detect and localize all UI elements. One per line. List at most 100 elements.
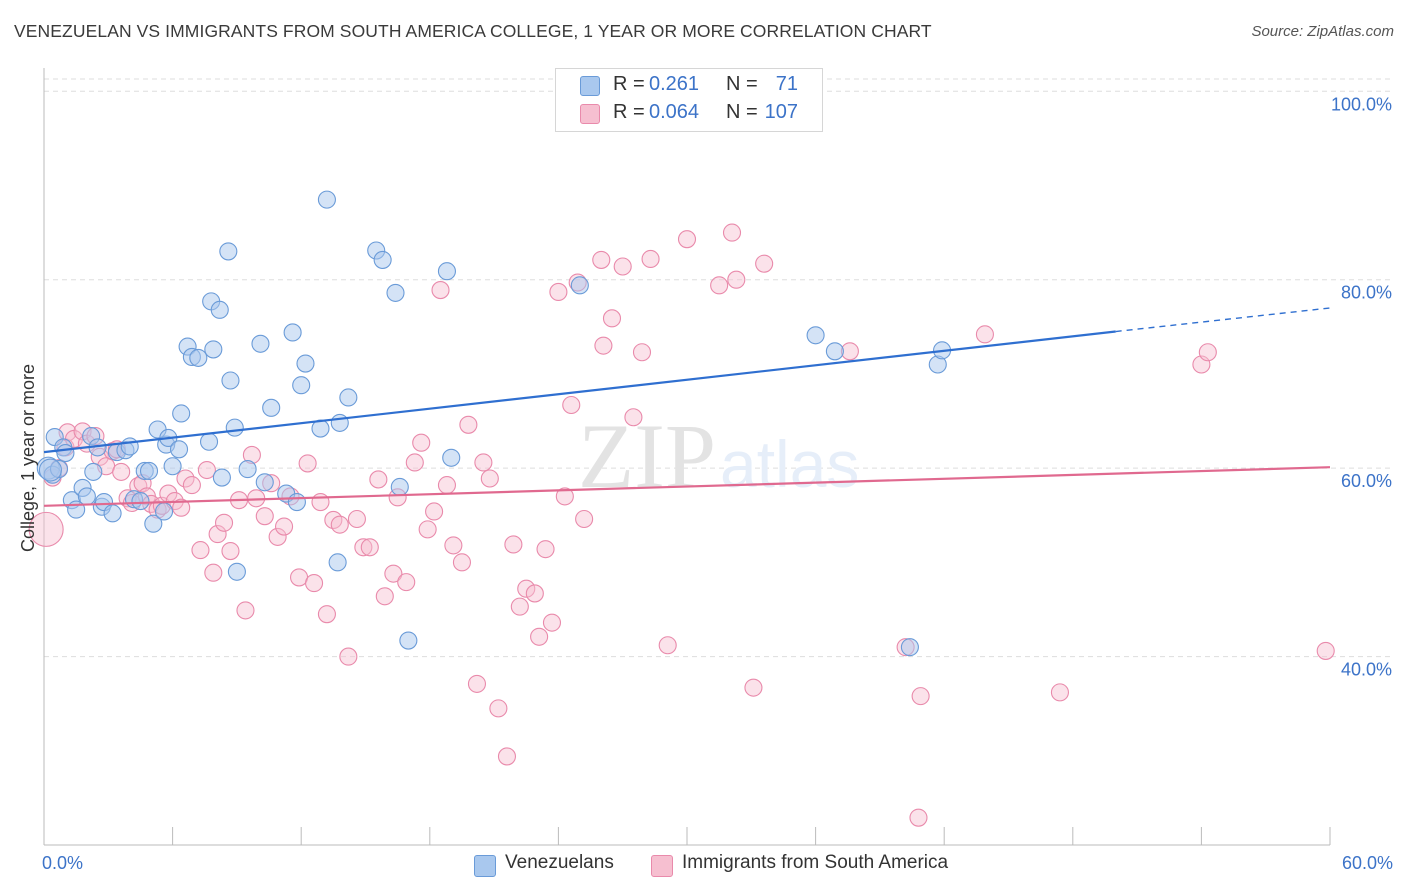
data-point-venezuelans [262, 398, 281, 417]
data-point-immigrants [172, 498, 191, 517]
data-point-immigrants [549, 282, 568, 301]
data-point-venezuelans [139, 461, 159, 481]
data-point-venezuelans [399, 631, 418, 650]
data-point-venezuelans [900, 638, 919, 657]
x-tick-label: 60.0% [1342, 853, 1393, 873]
data-point-immigrants [489, 699, 508, 718]
data-point-venezuelans [227, 562, 246, 581]
data-point-venezuelans [373, 250, 392, 269]
data-point-immigrants [1198, 343, 1217, 362]
data-point-immigrants [459, 415, 478, 434]
data-point-venezuelans [56, 444, 75, 463]
data-point-immigrants [275, 517, 294, 536]
data-point-immigrants [474, 453, 493, 472]
data-point-immigrants [677, 230, 697, 249]
data-point-immigrants [722, 223, 742, 242]
data-point-immigrants [375, 587, 394, 606]
legend-n-value: 107 [764, 101, 798, 123]
correlation-legend: R = 0.261 N = 71 R = 0.064 N = 107 [555, 68, 823, 132]
data-point-immigrants [191, 541, 210, 560]
data-point-venezuelans [292, 376, 311, 395]
data-point-immigrants [467, 674, 487, 693]
data-point-immigrants [632, 343, 652, 362]
trendline-venezuelans [43, 330, 1116, 454]
data-point-venezuelans [330, 413, 349, 432]
data-point-venezuelans [144, 514, 163, 533]
legend-n-value: 71 [775, 73, 798, 95]
data-point-immigrants [562, 395, 581, 415]
y-tick-label: 100.0% [1331, 94, 1392, 114]
legend-n-label: N = [726, 73, 758, 95]
data-point-venezuelans [339, 388, 358, 407]
data-point-venezuelans [437, 262, 456, 281]
data-point-venezuelans [77, 487, 96, 506]
data-point-immigrants [112, 462, 131, 481]
data-point-venezuelans [825, 342, 844, 361]
data-point-immigrants [176, 469, 195, 488]
legend-n-label: N = [726, 101, 758, 123]
legend-row-venezuelans: R = 0.261 N = 71 [556, 73, 822, 99]
trendline-immigrants [43, 466, 1331, 507]
legend-swatch-blue [580, 76, 600, 96]
data-point-immigrants [354, 538, 373, 557]
data-point-immigrants [1316, 641, 1335, 660]
data-point-immigrants [1050, 683, 1069, 702]
data-point-venezuelans [287, 493, 306, 512]
data-point-venezuelans [120, 437, 139, 456]
legend-row-immigrants: R = 0.064 N = 107 [556, 101, 822, 127]
data-point-immigrants [384, 564, 403, 583]
data-point-venezuelans [210, 300, 229, 319]
data-point-immigrants [497, 747, 517, 766]
data-point-venezuelans [169, 440, 189, 459]
x-tick-label: 0.0% [42, 853, 83, 873]
data-point-venezuelans [328, 553, 347, 572]
data-point-immigrants [412, 433, 431, 452]
data-point-venezuelans [386, 283, 405, 302]
data-point-venezuelans [163, 457, 182, 476]
data-point-venezuelans [806, 326, 825, 345]
data-point-venezuelans [221, 371, 240, 390]
data-point-immigrants [330, 515, 349, 534]
data-point-immigrants [311, 493, 330, 512]
data-point-immigrants [727, 270, 746, 289]
data-point-immigrants [197, 460, 216, 480]
data-point-immigrants [221, 541, 240, 561]
data-point-immigrants [255, 507, 274, 526]
data-point-immigrants [425, 502, 444, 521]
data-point-venezuelans [38, 458, 62, 482]
data-point-immigrants [204, 563, 223, 582]
data-point-immigrants [555, 487, 574, 506]
data-point-immigrants [510, 597, 529, 616]
legend-r-value: 0.261 [649, 73, 700, 95]
data-point-immigrants [744, 678, 763, 697]
watermark-zip: ZIP [578, 405, 716, 507]
data-point-venezuelans [225, 418, 244, 437]
legend-r-label: R = [613, 73, 645, 95]
bottom-legend-label: Venezuelans [505, 852, 614, 873]
data-point-immigrants [405, 453, 424, 472]
data-point-immigrants [530, 627, 549, 646]
data-point-immigrants [298, 454, 317, 473]
data-point-immigrants [602, 309, 622, 328]
data-point-immigrants [360, 538, 379, 557]
data-point-immigrants [418, 520, 437, 539]
y-tick-label: 40.0% [1341, 660, 1392, 680]
y-axis-label: College, 1 year or more [18, 364, 38, 552]
data-point-immigrants [525, 584, 544, 603]
data-point-immigrants [305, 574, 324, 593]
data-point-venezuelans [84, 462, 103, 481]
data-point-immigrants [542, 613, 562, 632]
legend-r-value: 0.064 [649, 101, 700, 123]
chart-title: VENEZUELAN VS IMMIGRANTS FROM SOUTH AMER… [14, 21, 932, 41]
data-point-immigrants [975, 325, 994, 344]
data-point-immigrants [214, 513, 234, 532]
y-tick-label: 80.0% [1341, 283, 1392, 303]
data-point-venezuelans [189, 348, 208, 367]
data-point-immigrants [755, 254, 774, 273]
data-point-immigrants [317, 605, 336, 624]
data-point-venezuelans [442, 448, 461, 467]
axis-layer [43, 68, 1331, 846]
watermark-atlas: atlas [720, 427, 859, 501]
data-point-immigrants [658, 636, 677, 655]
data-point-venezuelans [212, 468, 231, 487]
